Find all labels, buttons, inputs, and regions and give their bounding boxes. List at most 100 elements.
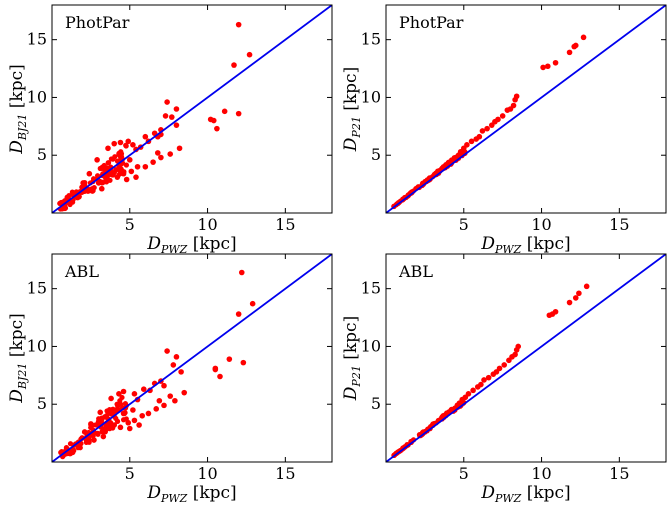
data-point (164, 348, 170, 354)
points-group (391, 34, 587, 210)
data-point (118, 401, 124, 407)
x-axis-label: DPWZ [kpc] (146, 234, 236, 256)
data-point (123, 162, 130, 168)
data-point (501, 362, 508, 368)
data-point (97, 409, 104, 416)
y-axis-label: DBJ21 [kpc] (7, 64, 29, 155)
y-tick-label: 5 (37, 145, 47, 164)
x-axis-label: DPWZ [kpc] (146, 483, 236, 505)
data-point (139, 412, 146, 419)
data-point (212, 365, 219, 372)
data-point (109, 172, 116, 178)
y-tick-label: 10 (361, 87, 381, 106)
data-point (572, 295, 579, 301)
data-point (118, 154, 124, 161)
data-point (98, 185, 105, 192)
data-point (128, 168, 135, 175)
data-point (172, 397, 178, 404)
data-point (235, 311, 242, 317)
data-point (150, 159, 156, 165)
data-point (513, 347, 520, 353)
data-point (95, 430, 101, 436)
data-point (86, 170, 93, 177)
data-point (103, 176, 110, 183)
panel-2: 5 10 15 5 10 15 PhotPar DPWZ [kpc] DP21 [kpc] (341, 4, 667, 256)
data-point (167, 393, 174, 399)
data-point (120, 417, 127, 423)
data-point (161, 382, 167, 389)
data-point (173, 122, 180, 128)
points-group (391, 283, 590, 458)
data-point (111, 422, 118, 428)
data-point (62, 205, 69, 211)
data-point (100, 179, 106, 186)
data-point (473, 136, 480, 142)
x-tick-label: 5 (125, 464, 135, 483)
data-point (580, 34, 587, 41)
x-axis-label: DPWZ [kpc] (480, 483, 570, 505)
data-point (217, 373, 223, 380)
data-point (168, 114, 175, 120)
data-point (231, 62, 237, 68)
data-point (540, 64, 546, 71)
data-point (102, 414, 108, 420)
data-point (108, 395, 114, 402)
data-point (173, 354, 180, 360)
x-tick-label: 10 (197, 215, 217, 234)
data-point (114, 174, 121, 180)
points-group (57, 21, 253, 212)
panel-annotation: PhotPar (399, 13, 464, 32)
data-point (246, 51, 253, 58)
data-point (154, 150, 161, 156)
y-tick-label: 10 (27, 336, 47, 355)
data-point (126, 425, 133, 432)
y-axis-label: DP21 [kpc] (341, 67, 363, 152)
data-point (106, 425, 113, 432)
data-point (94, 157, 100, 163)
x-tick-label: 10 (197, 464, 217, 483)
data-point (125, 419, 132, 426)
data-point (100, 165, 107, 171)
one-to-one-line (386, 254, 666, 462)
data-point (207, 116, 214, 123)
x-tick-label: 5 (459, 464, 469, 483)
data-point (457, 148, 464, 155)
x-tick-label: 15 (275, 215, 295, 234)
data-point (506, 357, 512, 364)
y-tick-label: 15 (361, 279, 381, 298)
data-point (130, 407, 136, 413)
data-point (88, 421, 94, 427)
data-point (140, 386, 147, 393)
data-point (136, 422, 142, 428)
data-point (111, 140, 118, 147)
data-point (162, 113, 169, 119)
data-point (249, 300, 256, 307)
panel-4: 5 10 15 5 10 15 ABL DPWZ [kpc] DP21 [kpc] (341, 253, 667, 505)
x-tick-label: 10 (531, 464, 551, 483)
data-point (145, 410, 152, 417)
panel-annotation: ABL (398, 262, 433, 281)
panel-annotation: ABL (64, 262, 99, 281)
data-point (181, 389, 188, 396)
y-tick-label: 15 (27, 279, 47, 298)
data-point (123, 176, 130, 183)
data-point (173, 106, 180, 112)
data-point (142, 133, 149, 140)
data-point (86, 439, 92, 445)
data-point (120, 170, 127, 177)
x-tick-label: 10 (531, 215, 551, 234)
x-tick-label: 15 (609, 464, 629, 483)
y-tick-label: 10 (27, 87, 47, 106)
data-point (566, 299, 573, 306)
y-tick-label: 5 (371, 394, 381, 413)
data-point (105, 160, 111, 166)
data-point (240, 359, 247, 366)
x-tick-label: 15 (609, 215, 629, 234)
data-point (566, 49, 573, 56)
y-tick-label: 15 (27, 30, 47, 49)
data-point (235, 110, 242, 117)
data-point (134, 163, 141, 170)
one-to-one-line (386, 5, 666, 213)
data-point (544, 63, 551, 70)
